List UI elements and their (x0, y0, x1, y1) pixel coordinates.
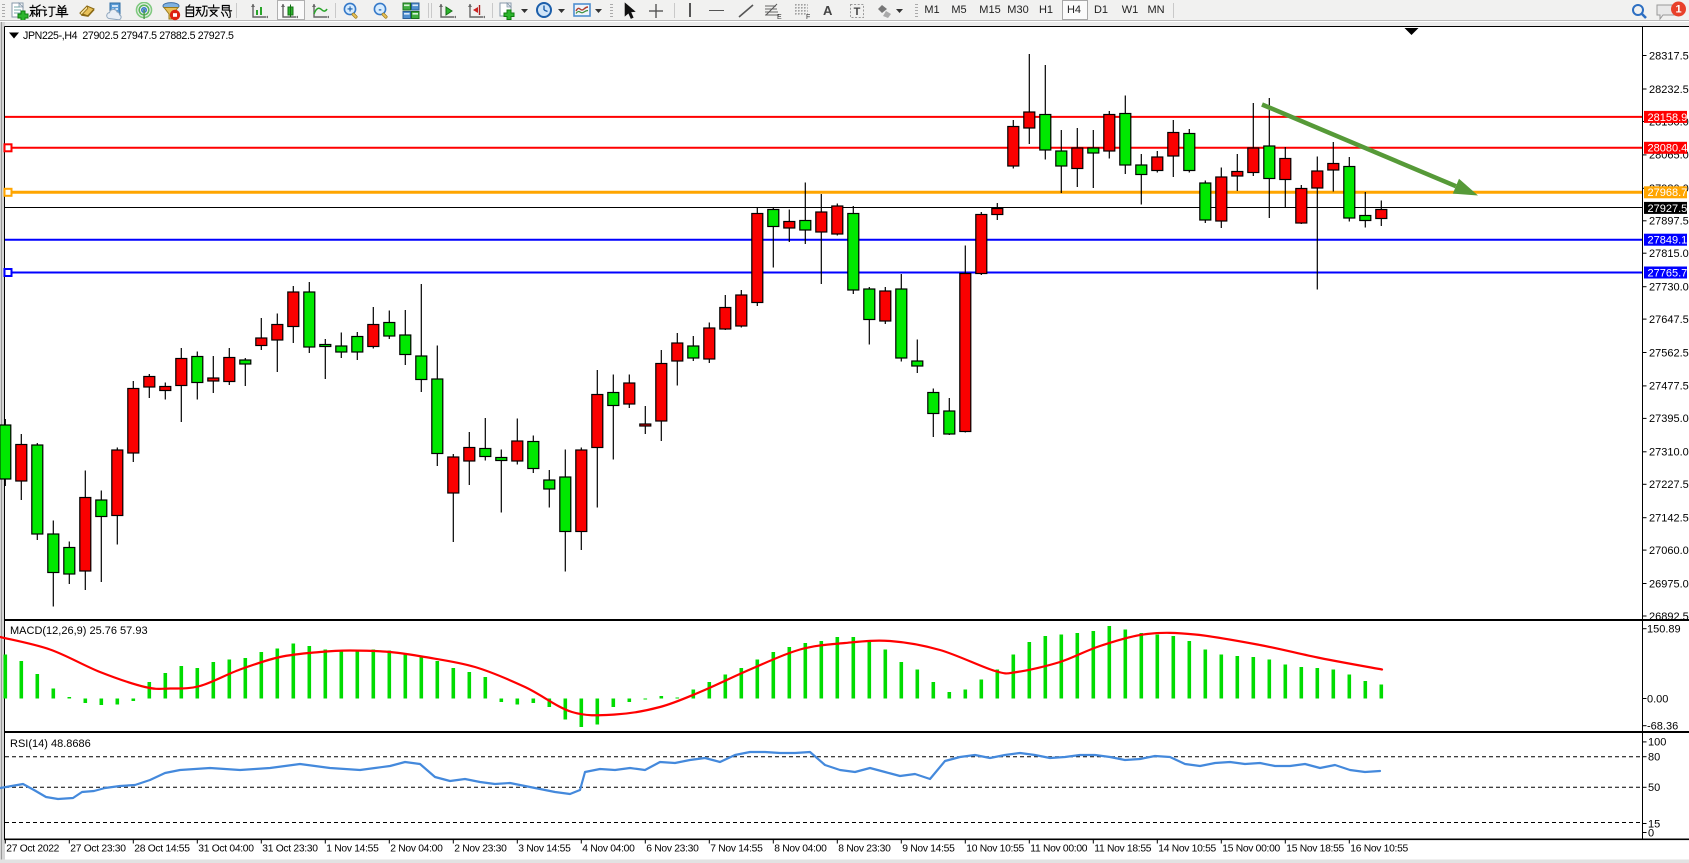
svg-text:1: 1 (1675, 4, 1681, 16)
svg-text:27897.5: 27897.5 (1649, 216, 1689, 228)
svg-text:16 Nov 10:55: 16 Nov 10:55 (1350, 844, 1408, 855)
svg-text:8 Nov 23:30: 8 Nov 23:30 (838, 844, 891, 855)
svg-text:-: - (378, 5, 381, 16)
svg-text:27815.0: 27815.0 (1649, 248, 1689, 260)
svg-text:31 Oct 23:30: 31 Oct 23:30 (262, 844, 318, 855)
svg-text:27647.5: 27647.5 (1649, 314, 1689, 326)
svg-text:28158.9: 28158.9 (1648, 112, 1688, 124)
svg-text:27 Oct 2022: 27 Oct 2022 (6, 844, 59, 855)
svg-text:100: 100 (1648, 737, 1666, 749)
svg-text:8 Nov 04:00: 8 Nov 04:00 (774, 844, 827, 855)
svg-text:28080.4: 28080.4 (1648, 143, 1688, 155)
svg-text:28232.5: 28232.5 (1649, 84, 1689, 96)
svg-text:0: 0 (1648, 827, 1654, 839)
svg-text:27477.5: 27477.5 (1649, 381, 1689, 393)
svg-text:10 Nov 10:55: 10 Nov 10:55 (966, 844, 1024, 855)
svg-text:2 Nov 04:00: 2 Nov 04:00 (390, 844, 443, 855)
svg-text:80: 80 (1648, 752, 1660, 764)
svg-text:9 Nov 14:55: 9 Nov 14:55 (902, 844, 955, 855)
svg-text:11 Nov 00:00: 11 Nov 00:00 (1030, 844, 1087, 855)
svg-text:28317.5: 28317.5 (1649, 50, 1689, 62)
svg-text:2 Nov 23:30: 2 Nov 23:30 (454, 844, 507, 855)
svg-text:JPN225-,H4 27902.5 27947.5 27: JPN225-,H4 27902.5 27947.5 27882.5 27927… (23, 30, 234, 42)
svg-text:27142.5: 27142.5 (1649, 513, 1689, 525)
svg-text:-68.36: -68.36 (1647, 721, 1678, 733)
svg-text:26975.0: 26975.0 (1649, 578, 1689, 590)
svg-text:27849.1: 27849.1 (1648, 235, 1688, 247)
svg-text:27310.0: 27310.0 (1649, 447, 1689, 459)
svg-text:MACD(12,26,9) 25.76 57.93: MACD(12,26,9) 25.76 57.93 (10, 625, 148, 637)
svg-text:6 Nov 23:30: 6 Nov 23:30 (646, 844, 699, 855)
svg-text:27227.5: 27227.5 (1649, 479, 1689, 491)
svg-text:27 Oct 23:30: 27 Oct 23:30 (70, 844, 126, 855)
svg-text:26892.5: 26892.5 (1649, 611, 1689, 623)
svg-text:50: 50 (1648, 782, 1660, 794)
svg-text:27562.5: 27562.5 (1649, 347, 1689, 359)
svg-text:0.00: 0.00 (1647, 693, 1668, 705)
svg-text:E: E (777, 14, 782, 20)
svg-text:27968.7: 27968.7 (1648, 187, 1688, 199)
svg-text:3 Nov 14:55: 3 Nov 14:55 (518, 844, 571, 855)
svg-text:11 Nov 18:55: 11 Nov 18:55 (1094, 844, 1151, 855)
svg-text:27060.0: 27060.0 (1649, 545, 1689, 557)
svg-text:14 Nov 10:55: 14 Nov 10:55 (1158, 844, 1216, 855)
svg-text:4 Nov 04:00: 4 Nov 04:00 (582, 844, 635, 855)
svg-text:31 Oct 04:00: 31 Oct 04:00 (198, 844, 254, 855)
svg-text:15: 15 (1648, 818, 1660, 830)
svg-text:1 Nov 14:55: 1 Nov 14:55 (326, 844, 379, 855)
svg-text:+: + (347, 5, 353, 16)
svg-text:150.89: 150.89 (1647, 624, 1681, 636)
svg-text:7 Nov 14:55: 7 Nov 14:55 (710, 844, 763, 855)
svg-text:15 Nov 00:00: 15 Nov 00:00 (1222, 844, 1280, 855)
svg-text:F: F (806, 14, 810, 20)
svg-text:T: T (854, 6, 861, 18)
svg-text:27765.7: 27765.7 (1648, 267, 1688, 279)
svg-text:RSI(14) 48.8686: RSI(14) 48.8686 (10, 738, 91, 750)
svg-text:27927.5: 27927.5 (1648, 203, 1688, 215)
svg-text:28 Oct 14:55: 28 Oct 14:55 (134, 844, 190, 855)
svg-text:27395.0: 27395.0 (1649, 413, 1689, 425)
svg-text:27730.0: 27730.0 (1649, 282, 1689, 294)
svg-text:15 Nov 18:55: 15 Nov 18:55 (1286, 844, 1344, 855)
